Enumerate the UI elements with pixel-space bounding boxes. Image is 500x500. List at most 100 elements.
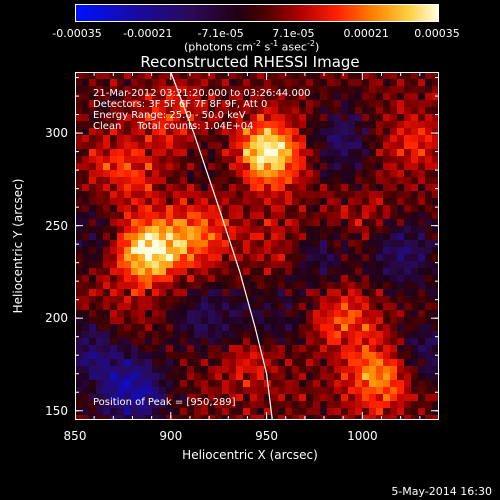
- heatmap-cell: [376, 275, 383, 282]
- heatmap-cell: [327, 233, 334, 240]
- heatmap-cell: [278, 296, 285, 303]
- heatmap-cell: [278, 338, 285, 345]
- heatmap-cell: [208, 156, 215, 163]
- heatmap-cell: [110, 233, 117, 240]
- heatmap-cell: [383, 100, 390, 107]
- heatmap-cell: [124, 219, 131, 226]
- heatmap-cell: [341, 184, 348, 191]
- heatmap-cell: [390, 212, 397, 219]
- heatmap-cell: [348, 275, 355, 282]
- heatmap-cell: [411, 86, 418, 93]
- heatmap-cell: [180, 380, 187, 387]
- heatmap-cell: [383, 303, 390, 310]
- heatmap-cell: [306, 184, 313, 191]
- heatmap-cell: [306, 345, 313, 352]
- heatmap-cell: [327, 135, 334, 142]
- heatmap-cell: [131, 268, 138, 275]
- heatmap-cell: [187, 170, 194, 177]
- heatmap-cell: [166, 233, 173, 240]
- heatmap-cell: [264, 184, 271, 191]
- heatmap-cell: [362, 289, 369, 296]
- heatmap-cell: [208, 387, 215, 394]
- heatmap-cell: [264, 345, 271, 352]
- heatmap-cell: [390, 114, 397, 121]
- heatmap-cell: [187, 198, 194, 205]
- heatmap-cell: [327, 72, 334, 79]
- heatmap-cell: [82, 198, 89, 205]
- heatmap-cell: [271, 352, 278, 359]
- heatmap-cell: [173, 198, 180, 205]
- heatmap-cell: [208, 366, 215, 373]
- heatmap-cell: [257, 296, 264, 303]
- heatmap-cell: [278, 261, 285, 268]
- heatmap-cell: [313, 233, 320, 240]
- heatmap-cell: [110, 296, 117, 303]
- heatmap-cell: [341, 408, 348, 415]
- heatmap-cell: [397, 289, 404, 296]
- heatmap-cell: [292, 359, 299, 366]
- heatmap-cell: [159, 219, 166, 226]
- heatmap-cell: [75, 268, 82, 275]
- heatmap-cell: [278, 394, 285, 401]
- heatmap-cell: [327, 100, 334, 107]
- heatmap-cell: [327, 86, 334, 93]
- heatmap-cell: [341, 373, 348, 380]
- heatmap-cell: [362, 93, 369, 100]
- heatmap-cell: [341, 79, 348, 86]
- heatmap-cell: [264, 219, 271, 226]
- heatmap-cell: [89, 352, 96, 359]
- heatmap-cell: [173, 240, 180, 247]
- heatmap-cell: [222, 191, 229, 198]
- heatmap-cell: [236, 219, 243, 226]
- heatmap-cell: [299, 296, 306, 303]
- heatmap-cell: [383, 79, 390, 86]
- heatmap-cell: [180, 191, 187, 198]
- heatmap-cell: [271, 205, 278, 212]
- heatmap-cell: [418, 205, 425, 212]
- heatmap-cell: [327, 107, 334, 114]
- heatmap-cell: [348, 310, 355, 317]
- heatmap-cell: [243, 184, 250, 191]
- heatmap-cell: [390, 233, 397, 240]
- heatmap-cell: [376, 128, 383, 135]
- heatmap-cell: [278, 366, 285, 373]
- heatmap-cell: [397, 226, 404, 233]
- heatmap-cell: [222, 317, 229, 324]
- heatmap-cell: [103, 177, 110, 184]
- heatmap-cell: [334, 184, 341, 191]
- heatmap-cell: [138, 324, 145, 331]
- heatmap-cell: [229, 233, 236, 240]
- heatmap-cell: [355, 282, 362, 289]
- heatmap-cell: [271, 338, 278, 345]
- heatmap-cell: [348, 219, 355, 226]
- heatmap-cell: [383, 366, 390, 373]
- heatmap-cell: [306, 142, 313, 149]
- heatmap-cell: [82, 345, 89, 352]
- heatmap-cell: [299, 226, 306, 233]
- heatmap-cell: [215, 247, 222, 254]
- heatmap-cell: [159, 331, 166, 338]
- heatmap-cell: [327, 121, 334, 128]
- heatmap-cell: [89, 177, 96, 184]
- heatmap-cell: [264, 177, 271, 184]
- heatmap-cell: [278, 121, 285, 128]
- heatmap-cell: [194, 226, 201, 233]
- heatmap-cell: [348, 198, 355, 205]
- heatmap-cell: [110, 142, 117, 149]
- heatmap-cell: [376, 233, 383, 240]
- heatmap-cell: [229, 310, 236, 317]
- heatmap-cell: [117, 261, 124, 268]
- heatmap-cell: [131, 408, 138, 415]
- heatmap-cell: [299, 198, 306, 205]
- heatmap-cell: [348, 366, 355, 373]
- heatmap-cell: [285, 233, 292, 240]
- heatmap-cell: [222, 310, 229, 317]
- heatmap-cell: [166, 219, 173, 226]
- heatmap-cell: [236, 408, 243, 415]
- heatmap-cell: [425, 401, 432, 408]
- heatmap-cell: [418, 170, 425, 177]
- heatmap-cell: [103, 261, 110, 268]
- heatmap-cell: [124, 408, 131, 415]
- heatmap-cell: [432, 387, 439, 394]
- heatmap-cell: [131, 387, 138, 394]
